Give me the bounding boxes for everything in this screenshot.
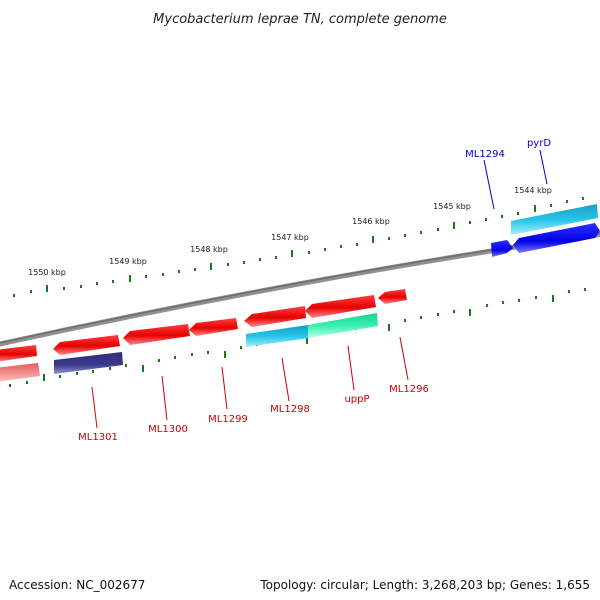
gene-label-ml1300[interactable]: ML1300 [148,424,188,435]
tick-label-1550: 1550 kbp [28,268,66,277]
tick-label-1544: 1544 kbp [514,186,552,195]
label-leaders [91,149,548,429]
topology-text: Topology: circular; Length: 3,268,203 bp… [260,578,590,592]
accession-text: Accession: NC_002677 [9,578,146,592]
feature-track-lower [0,313,378,382]
outer-tick-track [13,197,584,297]
map-title: Mycobacterium leprae TN, complete genome [153,12,447,27]
misc-feature[interactable] [511,204,598,235]
cds-feature[interactable] [491,240,513,257]
tick-label-1549: 1549 kbp [109,257,147,266]
cds-feature[interactable] [378,289,407,304]
misc-feature[interactable] [0,363,40,382]
misc-feature[interactable] [54,352,123,374]
cds-feature[interactable] [513,223,600,253]
cds-feature[interactable] [244,306,306,327]
cds-feature[interactable] [53,335,120,355]
tick-label-1547: 1547 kbp [271,233,309,242]
gene-label-uppp[interactable]: uppP [344,394,369,405]
tick-label-1548: 1548 kbp [190,245,228,254]
cds-feature[interactable] [189,318,238,336]
misc-feature[interactable] [308,313,378,338]
cds-track-upper [0,289,407,362]
gene-label-ml1301[interactable]: ML1301 [78,432,118,443]
cds-feature[interactable] [123,324,190,345]
tick-label-1545: 1545 kbp [433,202,471,211]
gene-label-ml1299[interactable]: ML1299 [208,414,248,425]
gene-label-ml1298[interactable]: ML1298 [270,404,310,415]
misc-feature[interactable] [246,325,309,347]
feature-track-right [491,204,600,257]
gene-label-ml1296[interactable]: ML1296 [389,384,429,395]
cds-feature[interactable] [0,345,37,362]
gene-label-ml1294[interactable]: ML1294 [465,149,505,160]
gene-label-pyrd[interactable]: pyrD [527,138,551,149]
cds-feature[interactable] [305,295,376,318]
tick-label-1546: 1546 kbp [352,217,390,226]
